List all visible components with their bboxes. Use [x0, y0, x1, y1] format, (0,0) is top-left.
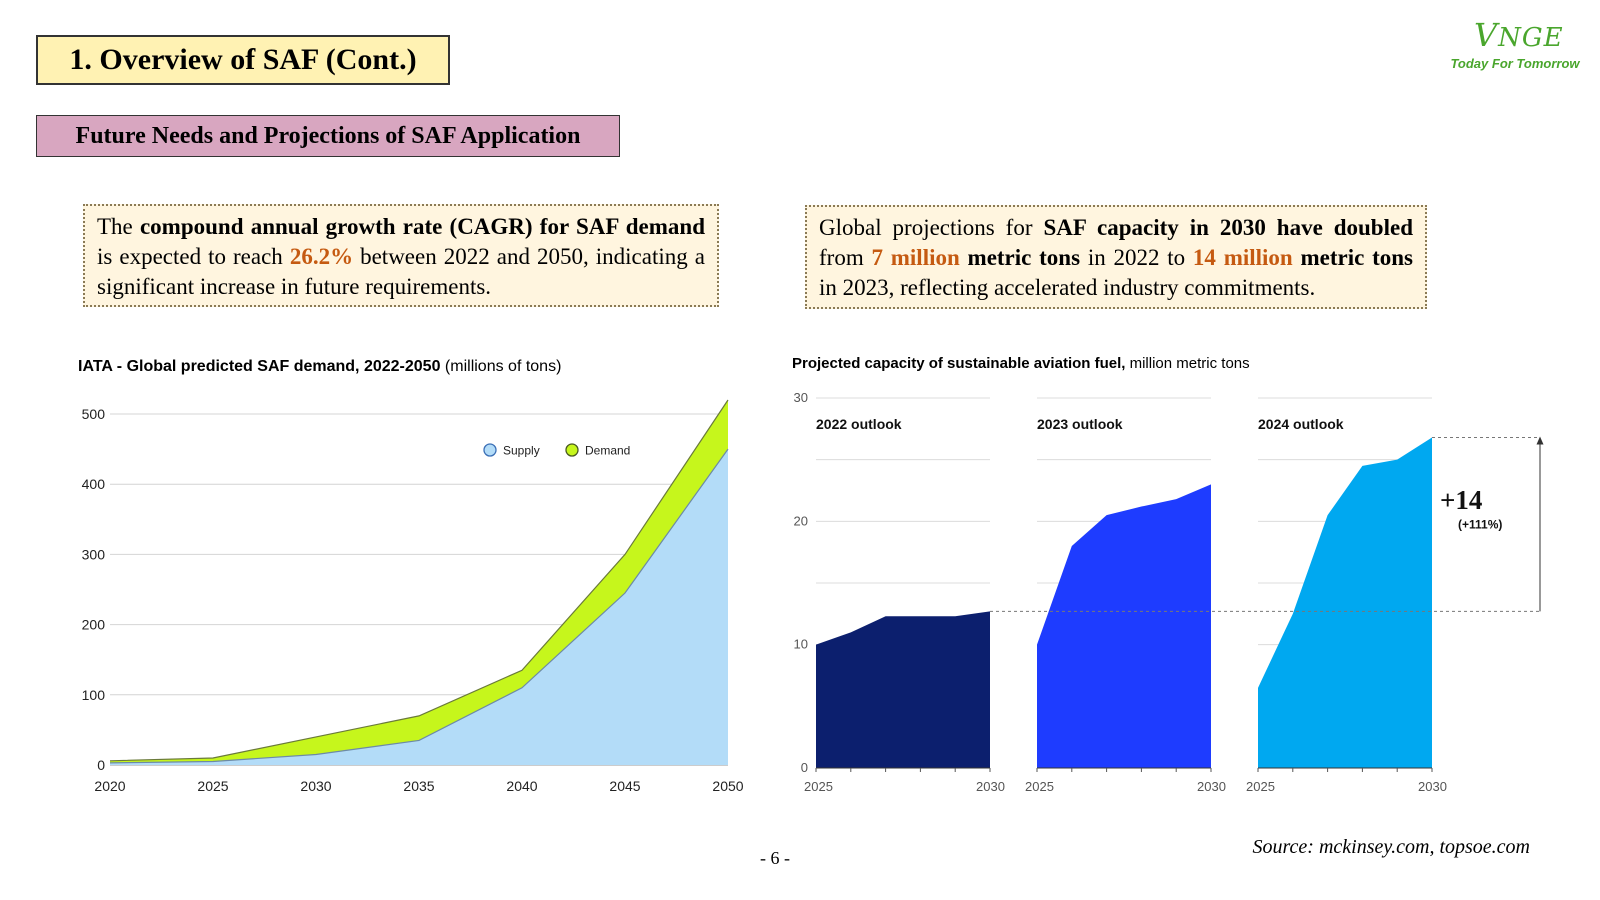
saf-demand-chart: 0 100 200 300 400 500 2020 2025 2030 2035 2040 2045…: [82, 399, 744, 794]
y-tick-label: 10: [794, 637, 808, 652]
y-tick-label: 200: [82, 617, 106, 633]
source-note: Source: mckinsey.com, topsoe.com: [1252, 836, 1531, 858]
y-tick-label: 0: [97, 757, 105, 773]
section-subtitle: Future Needs and Projections of SAF Appl…: [36, 115, 620, 157]
legend-demand-label: Demand: [585, 444, 630, 458]
x-tick-label: 2025: [1025, 779, 1054, 794]
y-tick-label: 0: [801, 760, 808, 775]
y-tick-label: 100: [82, 687, 106, 703]
increase-label: +14: [1440, 485, 1482, 515]
demand-line: [109, 399, 729, 762]
y-tick-label: 400: [82, 476, 106, 492]
capacity-note: Global projections for SAF capacity in 2…: [805, 205, 1427, 309]
x-tick-label: 2030: [300, 778, 331, 794]
panel-title: 2024 outlook: [1258, 416, 1344, 432]
x-tick-label: 2030: [1197, 779, 1226, 794]
capacity-chart-title: Projected capacity of sustainable aviati…: [792, 355, 1250, 372]
legend-demand-marker: [565, 443, 579, 457]
y-tick-label: 300: [82, 546, 106, 562]
y-tick-label: 500: [82, 406, 106, 422]
x-tick-label: 2030: [976, 779, 1005, 794]
x-tick-label: 2020: [94, 778, 125, 794]
x-tick-label: 2040: [506, 778, 537, 794]
page-number: - 6 -: [760, 848, 790, 868]
x-tick-label: 2045: [609, 778, 640, 794]
x-tick-label: 2035: [403, 778, 434, 794]
cagr-note: The compound annual growth rate (CAGR) f…: [83, 204, 719, 307]
panel-title: 2022 outlook: [816, 416, 902, 432]
capacity-area: [816, 611, 990, 768]
x-tick-label: 2025: [804, 779, 833, 794]
y-tick-label: 20: [794, 513, 808, 528]
vnge-logo: VNGE Today For Tomorrow: [1440, 10, 1590, 80]
increase-arrowhead: [1536, 436, 1544, 445]
y-tick-label: 30: [794, 390, 808, 405]
slide-title: 1. Overview of SAF (Cont.): [36, 35, 450, 85]
demand-area: [110, 400, 728, 763]
x-tick-label: 2030: [1418, 779, 1447, 794]
demand-chart-title: IATA - Global predicted SAF demand, 2022…: [78, 358, 562, 375]
supply-line: [109, 448, 729, 764]
logo-mark: VNGE: [1474, 16, 1564, 54]
x-tick-label: 2025: [197, 778, 228, 794]
increase-percent-label: (+111%): [1458, 518, 1502, 532]
x-tick-label: 2050: [712, 778, 743, 794]
panel-title: 2023 outlook: [1037, 416, 1123, 432]
legend-supply-marker: [483, 443, 497, 457]
logo-tagline: Today For Tomorrow: [1450, 56, 1580, 71]
x-tick-label: 2025: [1246, 779, 1275, 794]
capacity-area: [1258, 437, 1432, 768]
legend-supply-label: Supply: [503, 444, 540, 458]
supply-area: [110, 449, 728, 765]
capacity-area: [1037, 484, 1211, 768]
